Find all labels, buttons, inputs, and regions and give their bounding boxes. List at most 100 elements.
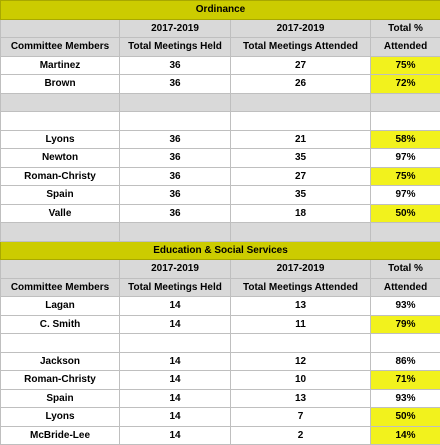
attended-percent: 58% (369, 129, 440, 149)
member-row: Martinez 36 27 75% (0, 55, 440, 75)
member-name: Valle (0, 203, 120, 223)
meetings-held: 14 (119, 425, 231, 445)
attended-percent: 97% (369, 185, 440, 205)
meetings-attended: 27 (230, 55, 371, 75)
header-cell: Total % (369, 18, 440, 38)
attended-percent: 72% (369, 74, 440, 94)
empty-cell (0, 333, 120, 353)
meetings-held: 36 (119, 148, 231, 168)
header-cell: Committee Members (0, 277, 120, 297)
meetings-held: 36 (119, 55, 231, 75)
attended-percent: 14% (369, 425, 440, 445)
member-name: McBride-Lee (0, 425, 120, 445)
empty-cell (119, 222, 231, 242)
meetings-attended: 13 (230, 388, 371, 408)
meetings-attended: 26 (230, 74, 371, 94)
meetings-held: 36 (119, 129, 231, 149)
attended-percent: 75% (369, 55, 440, 75)
header-cell: Total Meetings Held (119, 277, 231, 297)
member-row: McBride-Lee 14 2 14% (0, 425, 440, 445)
header-cell: Total Meetings Attended (230, 37, 371, 57)
member-name: Martinez (0, 55, 120, 75)
empty-cell (369, 92, 440, 112)
header-row: 2017-2019 2017-2019 Total % (0, 259, 440, 279)
header-cell: Attended (369, 277, 440, 297)
empty-cell (119, 92, 231, 112)
member-name: C. Smith (0, 314, 120, 334)
member-row: Lyons 36 21 58% (0, 129, 440, 149)
attended-percent: 50% (369, 407, 440, 427)
meetings-attended: 27 (230, 166, 371, 186)
section-title: Education & Social Services (0, 240, 440, 260)
spacer-row (0, 111, 440, 131)
meetings-held: 14 (119, 314, 231, 334)
meetings-attended: 2 (230, 425, 371, 445)
attended-percent: 79% (369, 314, 440, 334)
meetings-attended: 18 (230, 203, 371, 223)
meetings-held: 14 (119, 351, 231, 371)
header-cell: Committee Members (0, 37, 120, 57)
empty-cell (369, 111, 440, 131)
empty-cell (119, 111, 231, 131)
meetings-attended: 35 (230, 148, 371, 168)
member-row: Spain 36 35 97% (0, 185, 440, 205)
empty-cell (230, 111, 371, 131)
member-row: Valle 36 18 50% (0, 203, 440, 223)
meetings-held: 14 (119, 370, 231, 390)
attended-percent: 93% (369, 388, 440, 408)
header-cell: Total Meetings Held (119, 37, 231, 57)
section-banner-row: Education & Social Services (0, 240, 440, 260)
member-row: Lyons 14 7 50% (0, 407, 440, 427)
empty-cell (230, 92, 371, 112)
member-row: Newton 36 35 97% (0, 148, 440, 168)
meetings-attended: 10 (230, 370, 371, 390)
member-name: Lyons (0, 129, 120, 149)
attended-percent: 93% (369, 296, 440, 316)
member-name: Lagan (0, 296, 120, 316)
member-row: Roman-Christy 14 10 71% (0, 370, 440, 390)
attended-percent: 75% (369, 166, 440, 186)
member-name: Roman-Christy (0, 166, 120, 186)
header-row: Committee Members Total Meetings Held Tota… (0, 277, 440, 297)
header-cell: 2017-2019 (230, 259, 371, 279)
member-name: Lyons (0, 407, 120, 427)
meetings-held: 36 (119, 74, 231, 94)
member-row: Spain 14 13 93% (0, 388, 440, 408)
section-banner-row: Ordinance (0, 0, 440, 20)
meetings-held: 36 (119, 185, 231, 205)
meetings-attended: 11 (230, 314, 371, 334)
meetings-attended: 7 (230, 407, 371, 427)
empty-cell (0, 222, 120, 242)
empty-cell (230, 333, 371, 353)
member-row: C. Smith 14 11 79% (0, 314, 440, 334)
header-cell: 2017-2019 (119, 259, 231, 279)
empty-cell (119, 333, 231, 353)
meetings-attended: 21 (230, 129, 371, 149)
header-row: 2017-2019 2017-2019 Total % (0, 18, 440, 38)
empty-cell (0, 111, 120, 131)
header-cell: 2017-2019 (119, 18, 231, 38)
spacer-row (0, 92, 440, 112)
meetings-held: 14 (119, 407, 231, 427)
meetings-held: 36 (119, 166, 231, 186)
member-row: Lagan 14 13 93% (0, 296, 440, 316)
member-name: Spain (0, 388, 120, 408)
header-row: Committee Members Total Meetings Held Tota… (0, 37, 440, 57)
member-name: Jackson (0, 351, 120, 371)
header-cell: Total Meetings Attended (230, 277, 371, 297)
empty-cell (230, 222, 371, 242)
member-name: Spain (0, 185, 120, 205)
attended-percent: 97% (369, 148, 440, 168)
meetings-attended: 13 (230, 296, 371, 316)
meetings-attended: 12 (230, 351, 371, 371)
attended-percent: 50% (369, 203, 440, 223)
member-name: Brown (0, 74, 120, 94)
attended-percent: 86% (369, 351, 440, 371)
meetings-held: 14 (119, 388, 231, 408)
meetings-attended: 35 (230, 185, 371, 205)
meetings-held: 14 (119, 296, 231, 316)
header-cell: Total % (369, 259, 440, 279)
spacer-row (0, 333, 440, 353)
